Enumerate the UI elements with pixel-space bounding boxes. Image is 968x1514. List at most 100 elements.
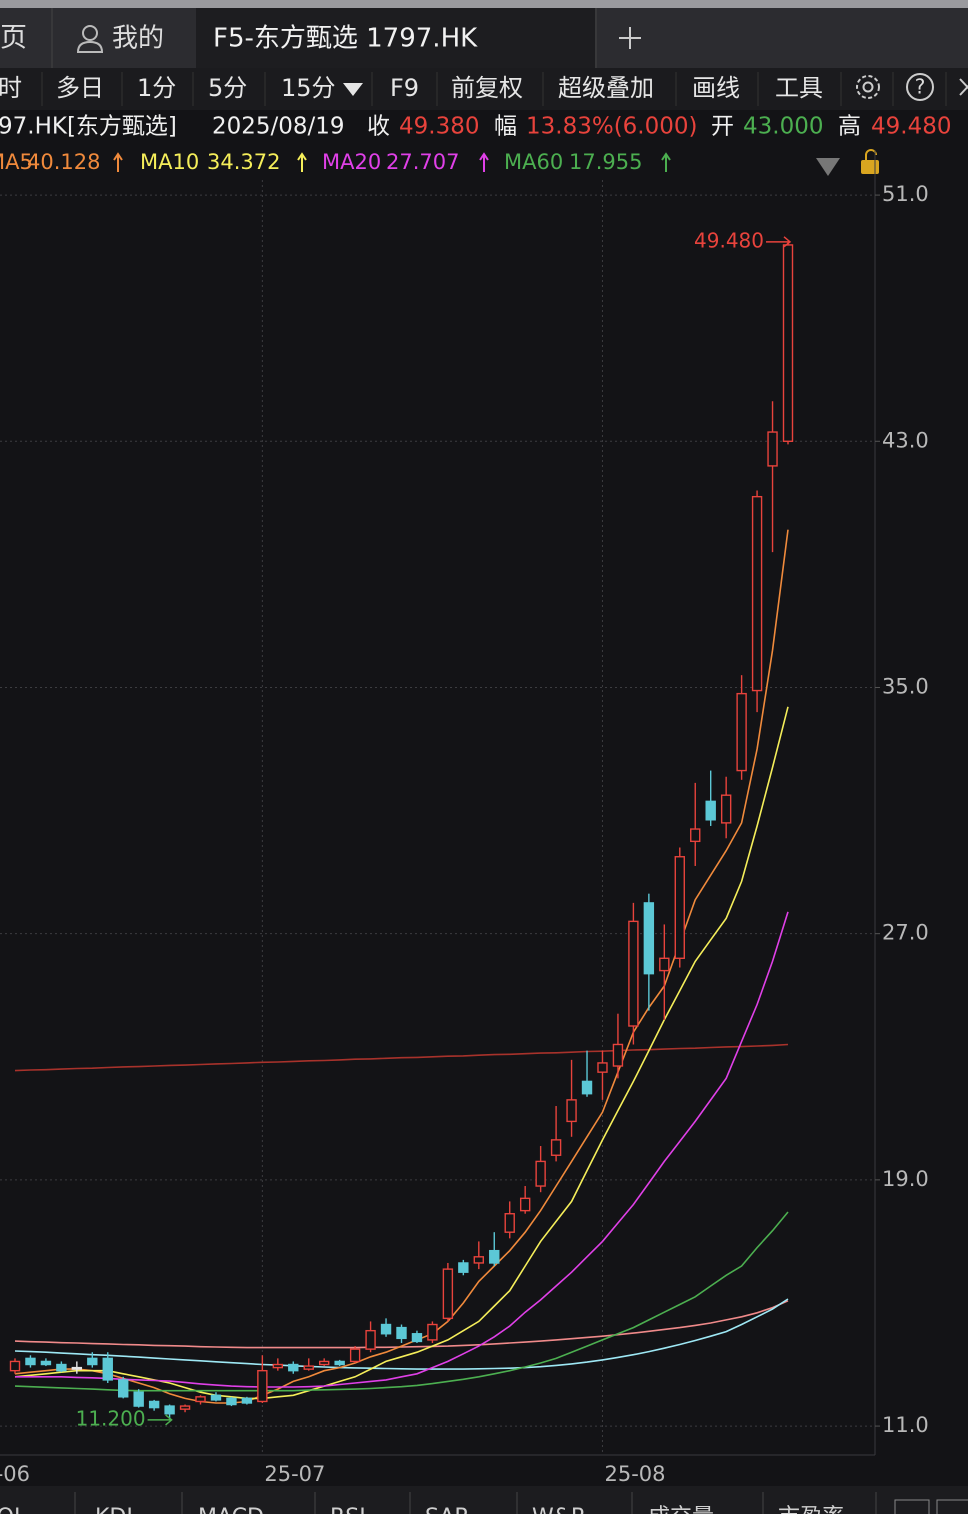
toolbar-button[interactable]: 工具	[775, 74, 823, 102]
candle-body	[458, 1262, 469, 1273]
user-icon	[76, 25, 104, 53]
candle-body	[102, 1357, 113, 1381]
quote-open-label: 开	[711, 114, 734, 140]
trend-arrow	[113, 152, 123, 172]
ma-legend-value: 40.128	[27, 150, 100, 174]
candle-body	[659, 957, 670, 972]
candle-body	[226, 1397, 237, 1406]
trend-arrow	[479, 152, 489, 172]
indicator-tab[interactable]: VOL	[0, 1505, 27, 1514]
indicator-tab[interactable]: KDJ	[95, 1505, 133, 1514]
indicator-tab[interactable]: MACD	[198, 1505, 264, 1514]
candle-body	[71, 1366, 83, 1370]
tab-label[interactable]: 我的	[112, 24, 164, 54]
toolbar-button[interactable]: 超级叠加	[558, 74, 654, 102]
marker-arrow	[766, 236, 792, 248]
candle-body	[690, 828, 701, 843]
quote-high-label: 高	[838, 114, 861, 140]
panel-button[interactable]	[894, 1499, 930, 1514]
candle-body	[612, 1043, 624, 1067]
y-tick-label: 35.0	[882, 674, 929, 698]
indicator-tab[interactable]: SAR	[425, 1505, 470, 1514]
active-tab[interactable]	[196, 8, 595, 68]
quote-change-label: 幅	[494, 114, 517, 140]
ma-legend-name: MA60	[504, 150, 563, 174]
indicator-tab[interactable]: 成交量	[648, 1505, 714, 1514]
x-tick-label: 25-06	[0, 1462, 30, 1486]
dropdown-arrow[interactable]	[343, 83, 363, 96]
ma-line	[14, 1211, 789, 1392]
reference-line	[14, 1043, 789, 1072]
candle-body	[133, 1391, 144, 1407]
ma-line	[14, 706, 789, 1400]
toolbar-button[interactable]: 15分	[281, 74, 336, 102]
indicator-tab[interactable]: 市盈率	[778, 1505, 844, 1514]
candle-body	[597, 1062, 608, 1073]
candle-body	[9, 1360, 21, 1372]
candle-body	[148, 1400, 160, 1409]
indicator-tab[interactable]: W&R	[532, 1505, 586, 1514]
ma-line	[15, 911, 789, 1388]
toolbar-button[interactable]: F9	[390, 74, 419, 102]
new-tab-button[interactable]	[619, 27, 641, 49]
trend-arrow	[297, 152, 307, 172]
tab-label[interactable]: 页	[0, 23, 27, 54]
candle-body	[380, 1323, 392, 1335]
toolbar-button[interactable]: 前复权	[451, 74, 523, 102]
toolbar-button[interactable]: 画线	[692, 74, 740, 102]
indicator-tab[interactable]: RSI	[330, 1505, 366, 1514]
y-tick-label: 51.0	[882, 182, 929, 206]
quote-symbol: 97.HK[东方甄选]	[0, 114, 177, 140]
candle-body	[489, 1249, 500, 1264]
ma-legend-name: MA20	[322, 150, 381, 174]
indicator-bar	[0, 1486, 968, 1514]
tab-label[interactable]: F5-东方甄选 1797.HK	[213, 24, 478, 54]
y-tick-label: 11.0	[882, 1413, 929, 1437]
candle-body	[179, 1405, 191, 1410]
y-tick-label: 27.0	[882, 921, 929, 945]
marker-arrow	[147, 1414, 173, 1426]
candle-body	[195, 1396, 206, 1403]
candle-body	[751, 495, 763, 692]
ma-legend-name: MA10	[140, 150, 199, 174]
toolbar-button[interactable]: 时	[0, 74, 22, 102]
candle-body	[782, 244, 794, 442]
candle-body	[164, 1405, 175, 1415]
help-glyph: ?	[915, 75, 926, 99]
quote-open: 43.000	[743, 114, 823, 140]
panel-button[interactable]	[936, 1499, 968, 1514]
candle-body	[767, 431, 778, 467]
ma-legend-value: 34.372	[207, 150, 280, 174]
window-edge	[0, 0, 968, 8]
marker-label: 11.200	[76, 1406, 146, 1430]
candle-body	[628, 920, 639, 1027]
y-tick-label: 19.0	[882, 1167, 929, 1191]
ma-legend-value: 17.955	[569, 150, 642, 174]
candle-body	[56, 1363, 67, 1372]
candle-body	[87, 1357, 98, 1366]
candle-body	[349, 1348, 361, 1363]
toolbar	[0, 68, 968, 110]
ma-line	[14, 529, 789, 1404]
reference-line	[14, 1298, 789, 1370]
toolbar-button[interactable]: 5分	[208, 74, 247, 102]
candle-body	[303, 1365, 314, 1370]
toolbar-button[interactable]: 1分	[137, 74, 176, 102]
help-icon[interactable]	[906, 73, 934, 101]
collapse-arrow[interactable]	[816, 158, 840, 176]
quote-change: 13.83%(6.000)	[526, 114, 698, 140]
y-tick-label: 43.0	[882, 428, 929, 452]
toolbar-button[interactable]: 多日	[56, 74, 104, 102]
candle-body	[334, 1360, 345, 1366]
candle-body	[442, 1268, 454, 1320]
settings-icon[interactable]	[856, 75, 880, 99]
candle-body	[272, 1363, 284, 1369]
candle-body	[118, 1379, 129, 1398]
candle-body	[365, 1329, 376, 1350]
trend-arrow	[661, 152, 671, 172]
reference-line	[14, 1300, 789, 1349]
candle-body	[705, 800, 716, 821]
candle-body	[643, 902, 655, 975]
